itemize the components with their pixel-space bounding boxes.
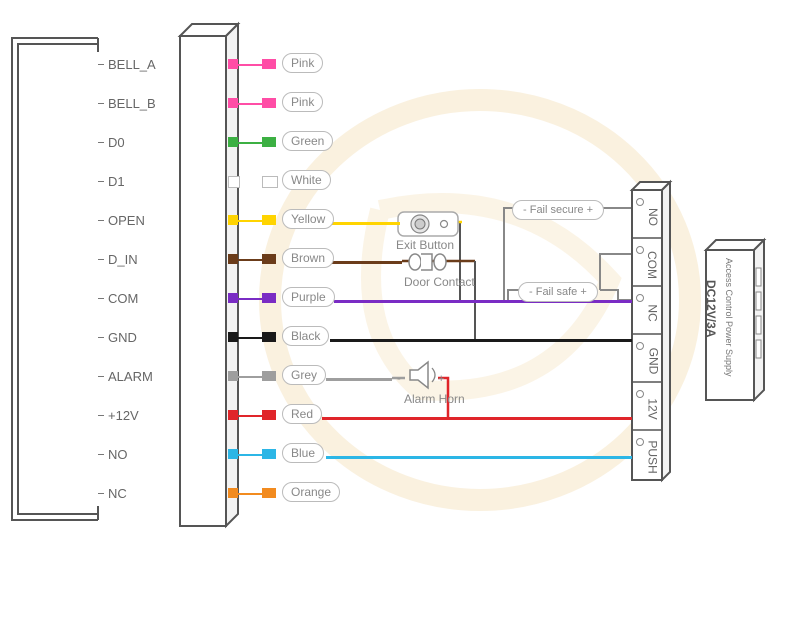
stub-wire [238, 415, 262, 417]
wire-color-pink: Pink [282, 53, 323, 73]
wire-swatch [262, 137, 276, 147]
wire-color-black: Black [282, 326, 329, 346]
wire-red-12v [322, 417, 632, 420]
stub-wire [238, 220, 262, 222]
block-swatch [228, 59, 238, 69]
wire-swatch [262, 410, 276, 420]
wire-black-gnd [330, 339, 632, 342]
wire-blue-no [326, 456, 632, 459]
stub-wire [238, 376, 262, 378]
psu-screw [636, 390, 644, 398]
stub-wire [238, 64, 262, 66]
stub-wire [238, 454, 262, 456]
wire-swatch [262, 488, 276, 498]
wire-swatch [262, 371, 276, 381]
block-swatch [228, 98, 238, 108]
stub-wire [238, 298, 262, 300]
wire-color-grey: Grey [282, 365, 326, 385]
wire-brown-din [330, 261, 402, 264]
wire-color-white: White [282, 170, 331, 190]
stub-wire [238, 181, 262, 183]
wire-grey-alarm [326, 378, 392, 381]
wire-swatch [262, 293, 276, 303]
power-box-title: DC12V/3A [704, 280, 718, 337]
block-swatch [228, 410, 238, 420]
wire-color-brown: Brown [282, 248, 334, 268]
fail-secure-label: - Fail secure + [512, 200, 604, 220]
psu-terminal-com: COM [645, 251, 659, 279]
psu-terminal-nc: NC [646, 304, 660, 321]
psu-terminal-12v: 12V [646, 398, 660, 419]
block-swatch [228, 176, 240, 188]
block-swatch [228, 137, 238, 147]
block-swatch [228, 488, 238, 498]
stub-wire [238, 337, 262, 339]
psu-terminal-push: PUSH [646, 440, 660, 473]
block-swatch [228, 293, 238, 303]
stub-wire [238, 259, 262, 261]
wire-swatch [262, 176, 278, 188]
wire-swatch [262, 215, 276, 225]
psu-terminal-gnd: GND [646, 348, 660, 375]
stub-wire [238, 493, 262, 495]
wire-swatch [262, 332, 276, 342]
alarm-horn-label: Alarm Horn [404, 392, 465, 406]
wire-swatch [262, 59, 276, 69]
wire-color-green: Green [282, 131, 333, 151]
block-swatch [228, 332, 238, 342]
psu-terminal-no: NO [646, 208, 660, 226]
psu-screw [636, 342, 644, 350]
block-swatch [228, 371, 238, 381]
block-swatch [228, 215, 238, 225]
wire-swatch [262, 254, 276, 264]
wire-yellow-open [330, 222, 400, 225]
stub-wire [238, 142, 262, 144]
stub-wire [238, 103, 262, 105]
block-swatch [228, 254, 238, 264]
wire-color-purple: Purple [282, 287, 335, 307]
psu-screw [636, 438, 644, 446]
psu-screw [636, 198, 644, 206]
door-contact-label: Door Contact [404, 275, 475, 289]
wire-color-orange: Orange [282, 482, 340, 502]
wire-swatch [262, 449, 276, 459]
power-box [0, 0, 800, 641]
wire-color-yellow: Yellow [282, 209, 334, 229]
wire-color-pink: Pink [282, 92, 323, 112]
psu-screw [636, 246, 644, 254]
exit-button-label: Exit Button [396, 238, 454, 252]
fail-safe-label: - Fail safe + [518, 282, 598, 302]
wire-swatch [262, 98, 276, 108]
power-box-subtitle: Access Control Power Supply [724, 258, 734, 377]
block-swatch [228, 449, 238, 459]
wire-color-red: Red [282, 404, 322, 424]
psu-screw [636, 294, 644, 302]
wire-color-blue: Blue [282, 443, 324, 463]
